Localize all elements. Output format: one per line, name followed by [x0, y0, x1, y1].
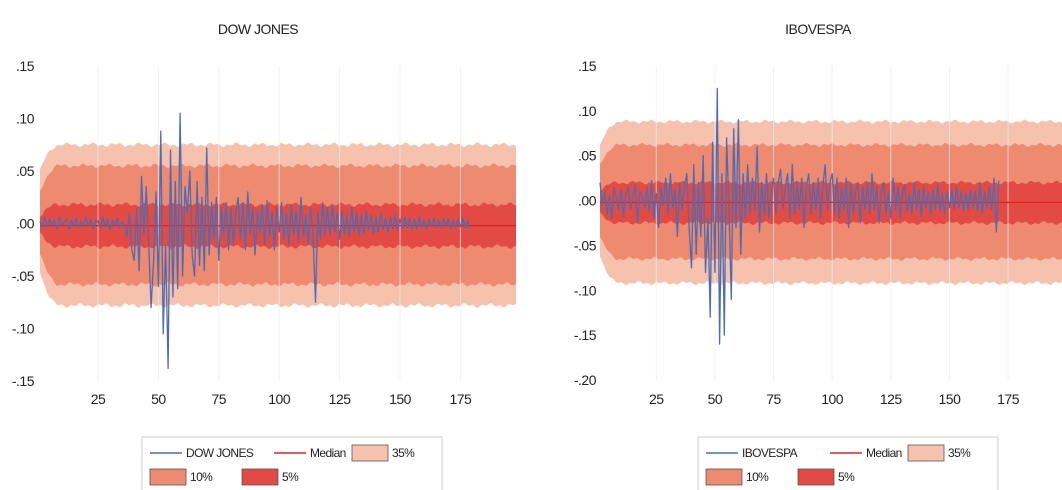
x-tick-label: 25 — [91, 391, 106, 407]
legend-label: IBOVESPA — [742, 446, 798, 460]
y-tick-label: .00 — [16, 216, 35, 232]
x-tick-label: 125 — [880, 391, 903, 407]
x-tick-label: 150 — [389, 391, 412, 407]
legend-label: 10% — [746, 470, 769, 484]
legend-item: 10% — [705, 468, 770, 486]
y-tick-label: -.15 — [12, 373, 35, 389]
series-line — [39, 112, 471, 370]
chart-1: DOW JONES .15 .10 .05 .00 -.05 -.10 -.15 25 50 75 1… — [12, 21, 516, 490]
legend-swatch-box — [797, 468, 835, 486]
chart-title: IBOVESPA — [785, 21, 852, 37]
legend-label: DOW JONES — [186, 446, 254, 460]
legend-label: 35% — [392, 446, 415, 460]
y-tick-label: .15 — [578, 58, 597, 74]
y-tick-label: .05 — [578, 148, 597, 164]
legend-item: DOW JONES — [150, 446, 254, 460]
legend-swatch-box — [705, 468, 743, 486]
legend-item: 35% — [907, 444, 972, 462]
y-tick-label: -.05 — [574, 237, 597, 253]
y-tick-label: -.15 — [574, 327, 597, 343]
y-tick-label: .15 — [16, 58, 35, 74]
y-tick-label: .10 — [16, 111, 35, 127]
chart-2: IBOVESPA .15 .10 .05 .00 -.05 -.10 -.15 -.20 25 50… — [574, 21, 1062, 490]
legend-item: IBOVESPA — [706, 446, 798, 460]
legend-frame — [141, 436, 443, 490]
y-tick-label: .00 — [578, 193, 597, 209]
legend-label: 35% — [948, 446, 971, 460]
legend-label: Median — [310, 446, 346, 460]
x-tick-label: 50 — [708, 391, 723, 407]
x-tick-label: 175 — [997, 391, 1020, 407]
x-tick-label: 50 — [151, 391, 166, 407]
legend-label: 10% — [190, 470, 213, 484]
x-tick-label: 75 — [766, 391, 781, 407]
legend: DOW JONES Median 35% 10% 5% — [141, 436, 443, 490]
legend-item: 35% — [351, 444, 416, 462]
legend-item: 5% — [241, 468, 300, 486]
legend-swatch-box — [241, 468, 279, 486]
x-tick-label: 100 — [821, 391, 844, 407]
x-tick-label: 100 — [268, 391, 291, 407]
y-tick-label: .10 — [578, 103, 597, 119]
legend-swatch-box — [907, 444, 945, 462]
legend-swatch-box — [351, 444, 389, 462]
x-tick-label: 75 — [212, 391, 227, 407]
legend-frame — [697, 436, 999, 490]
x-tick-label: 175 — [449, 391, 472, 407]
legend: IBOVESPA Median 35% 10% 5% — [697, 436, 999, 490]
x-tick-label: 25 — [649, 391, 664, 407]
y-tick-label: .05 — [16, 163, 35, 179]
chart-title: DOW JONES — [218, 21, 298, 37]
legend-item: Median — [274, 446, 346, 460]
legend-label: 5% — [282, 470, 299, 484]
legend-label: 5% — [838, 470, 855, 484]
legend-swatch-box — [149, 468, 187, 486]
series-line — [599, 87, 1000, 345]
legend-item: Median — [830, 446, 902, 460]
legend-item: 5% — [797, 468, 856, 486]
x-tick-label: 150 — [939, 391, 962, 407]
legend-item: 10% — [149, 468, 214, 486]
y-tick-label: -.20 — [574, 372, 597, 388]
y-tick-label: -.05 — [12, 268, 35, 284]
y-tick-label: -.10 — [574, 282, 597, 298]
y-tick-label: -.10 — [12, 321, 35, 337]
legend-label: Median — [866, 446, 902, 460]
x-tick-label: 125 — [329, 391, 352, 407]
